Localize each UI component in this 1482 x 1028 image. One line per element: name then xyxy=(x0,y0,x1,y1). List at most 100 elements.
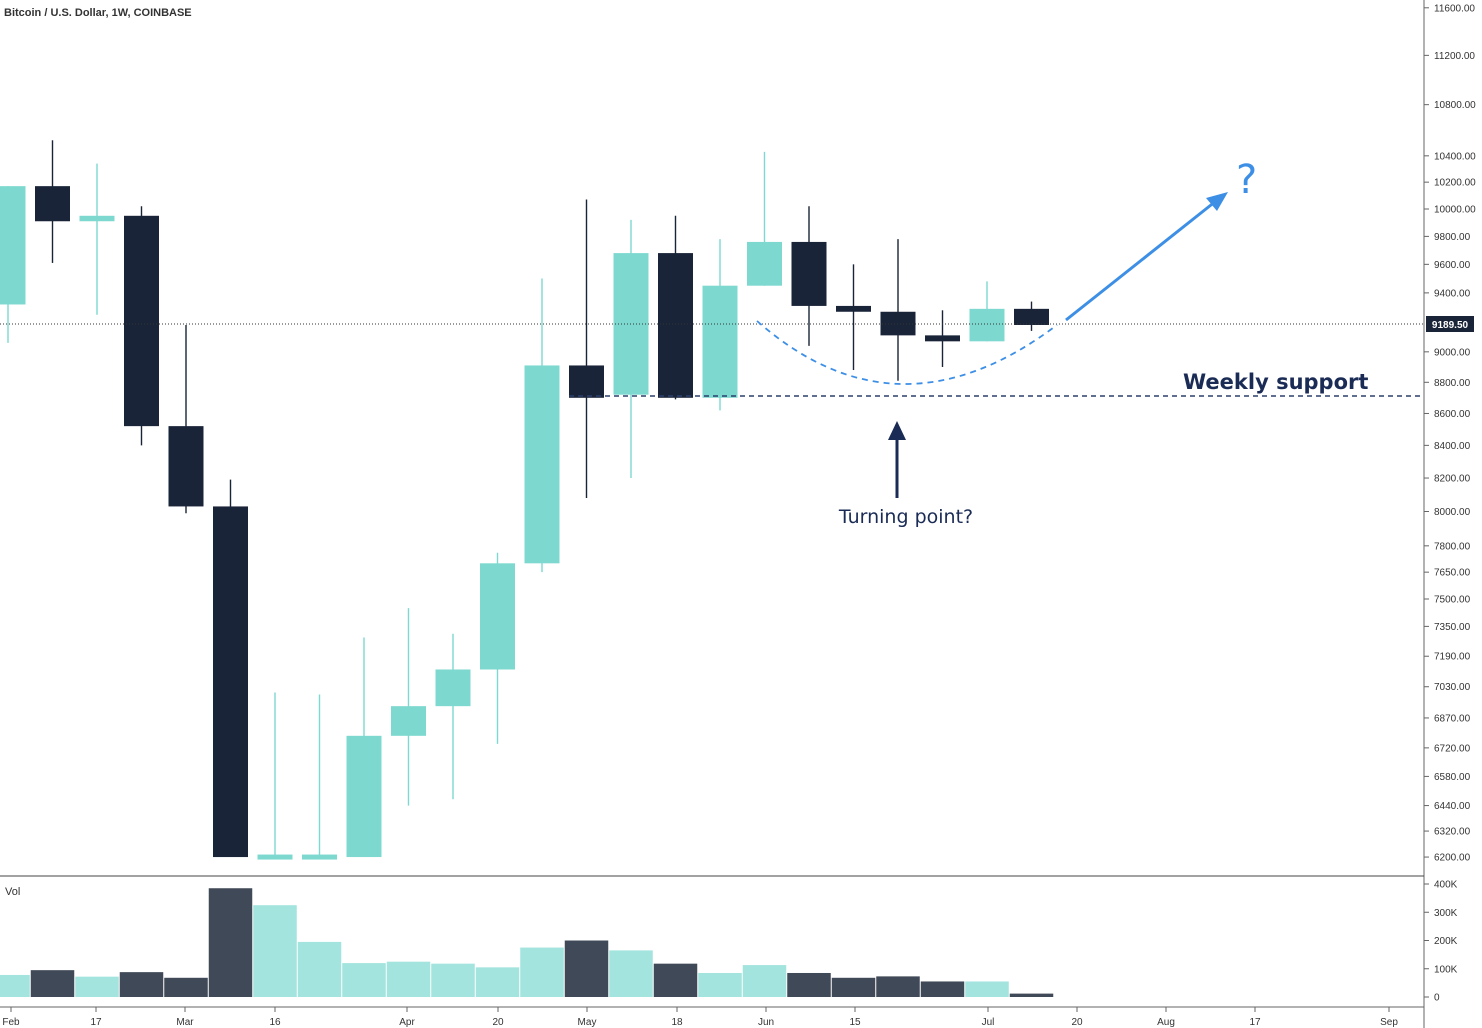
volume-bar xyxy=(475,967,520,997)
volume-bar xyxy=(297,941,342,997)
price-tick-label: 6320.00 xyxy=(1434,827,1471,838)
time-tick-label: Feb xyxy=(2,1017,20,1028)
candle-body xyxy=(747,241,782,286)
volume-bar xyxy=(742,965,787,997)
time-tick-label: 15 xyxy=(849,1017,861,1028)
volume-bar xyxy=(253,905,297,997)
price-tick-label: 6200.00 xyxy=(1434,853,1471,864)
price-tick-label: 9600.00 xyxy=(1434,260,1471,271)
volume-tick-label: 0 xyxy=(1434,993,1440,1004)
chart-title: Bitcoin / U.S. Dollar, 1W, COINBASE xyxy=(4,7,192,19)
volume-bar xyxy=(0,974,30,997)
volume-bar xyxy=(208,888,253,997)
volume-bar xyxy=(75,976,119,997)
current-price-badge xyxy=(1426,316,1474,332)
price-tick-label: 7030.00 xyxy=(1434,682,1471,693)
turning-point-arrow-head xyxy=(888,421,906,440)
volume-bar xyxy=(164,977,208,997)
volume-bar xyxy=(698,972,742,997)
candle-body xyxy=(213,506,248,858)
candle-body xyxy=(168,426,204,507)
volume-bar xyxy=(876,976,920,997)
time-tick-label: Mar xyxy=(176,1017,194,1028)
candle-body xyxy=(480,563,515,670)
time-tick-label: 17 xyxy=(1249,1017,1261,1028)
volume-tick-label: 100K xyxy=(1434,964,1458,975)
volume-tick-label: 300K xyxy=(1434,908,1458,919)
volume-bar xyxy=(119,972,164,997)
price-tick-label: 11200.00 xyxy=(1434,51,1475,62)
time-tick-label: Aug xyxy=(1157,1017,1175,1028)
time-axis[interactable]: Feb 17 Mar 16 Apr 20 May 18 Jun 15 Jul 20 Aug 17 Sep xyxy=(2,1007,1398,1028)
volume-bar xyxy=(831,977,876,997)
candle-body xyxy=(1014,308,1049,325)
price-tick-label: 8600.00 xyxy=(1434,409,1471,420)
volume-bar xyxy=(653,963,698,997)
time-tick-label: Jun xyxy=(758,1017,774,1028)
candle-body xyxy=(925,335,960,342)
price-tick-label: 7800.00 xyxy=(1434,541,1471,552)
price-tick-label: 9800.00 xyxy=(1434,232,1471,243)
price-tick-label: 6720.00 xyxy=(1434,743,1471,754)
volume-bar xyxy=(386,961,431,997)
candle-body xyxy=(435,669,471,707)
candle-body xyxy=(391,706,426,736)
candle-body xyxy=(346,735,382,858)
time-tick-label: 20 xyxy=(1071,1017,1083,1028)
price-tick-label: 10000.00 xyxy=(1434,205,1476,216)
breakout-arrow-shaft xyxy=(1065,199,1217,322)
volume-label: Vol xyxy=(5,886,20,898)
price-tick-label: 7190.00 xyxy=(1434,652,1471,663)
rounding-bottom-curve xyxy=(756,320,1058,385)
volume-bar xyxy=(342,963,386,997)
price-tick-label: 10200.00 xyxy=(1434,178,1476,189)
candle-body xyxy=(702,285,738,398)
time-tick-label: Jul xyxy=(982,1017,995,1028)
time-tick-label: 20 xyxy=(492,1017,504,1028)
time-tick-label: May xyxy=(578,1017,597,1028)
volume-axis[interactable]: 400K 300K 200K 100K 0 xyxy=(1424,880,1458,1004)
turning-point-label: Turning point? xyxy=(838,506,973,528)
volume-bars xyxy=(0,888,1054,997)
volume-bar xyxy=(787,972,831,997)
breakout-arrow-head xyxy=(1206,192,1228,211)
volume-bar xyxy=(431,963,475,997)
price-tick-label: 6580.00 xyxy=(1434,772,1471,783)
price-tick-label: 7500.00 xyxy=(1434,595,1471,606)
candle-body xyxy=(524,365,560,564)
time-tick-label: 18 xyxy=(671,1017,683,1028)
volume-bar xyxy=(30,970,75,997)
price-tick-label: 6440.00 xyxy=(1434,801,1471,812)
time-tick-label: 17 xyxy=(90,1017,102,1028)
candle-body xyxy=(257,854,293,860)
volume-bar xyxy=(920,981,965,997)
weekly-support-label: Weekly support xyxy=(1183,370,1368,394)
volume-tick-label: 400K xyxy=(1434,880,1458,891)
volume-bar xyxy=(1009,993,1054,997)
volume-tick-label: 200K xyxy=(1434,936,1458,947)
question-mark: ? xyxy=(1236,157,1257,203)
price-axis[interactable]: 11600.00 11200.00 10800.00 10400.00 10200.00… xyxy=(1424,3,1476,864)
time-tick-label: 16 xyxy=(269,1017,281,1028)
volume-bar xyxy=(609,950,653,997)
candle-body xyxy=(569,365,604,398)
candles xyxy=(0,140,1049,860)
price-tick-label: 11600.00 xyxy=(1434,3,1475,14)
candle-body xyxy=(79,215,115,222)
price-tick-label: 8200.00 xyxy=(1434,474,1471,485)
candle-body xyxy=(969,308,1005,342)
volume-bar xyxy=(564,940,609,997)
price-tick-label: 10400.00 xyxy=(1434,151,1476,162)
current-price-label: 9189.50 xyxy=(1432,320,1469,331)
time-tick-label: Apr xyxy=(399,1017,415,1028)
volume-bar xyxy=(520,947,564,997)
time-tick-label: Sep xyxy=(1380,1017,1398,1028)
price-tick-label: 10800.00 xyxy=(1434,100,1476,111)
price-tick-label: 9000.00 xyxy=(1434,347,1471,358)
price-tick-label: 9400.00 xyxy=(1434,288,1471,299)
candle-body xyxy=(836,305,871,312)
price-tick-label: 8400.00 xyxy=(1434,441,1471,452)
candle-body xyxy=(0,186,26,305)
candle-body xyxy=(302,854,337,860)
